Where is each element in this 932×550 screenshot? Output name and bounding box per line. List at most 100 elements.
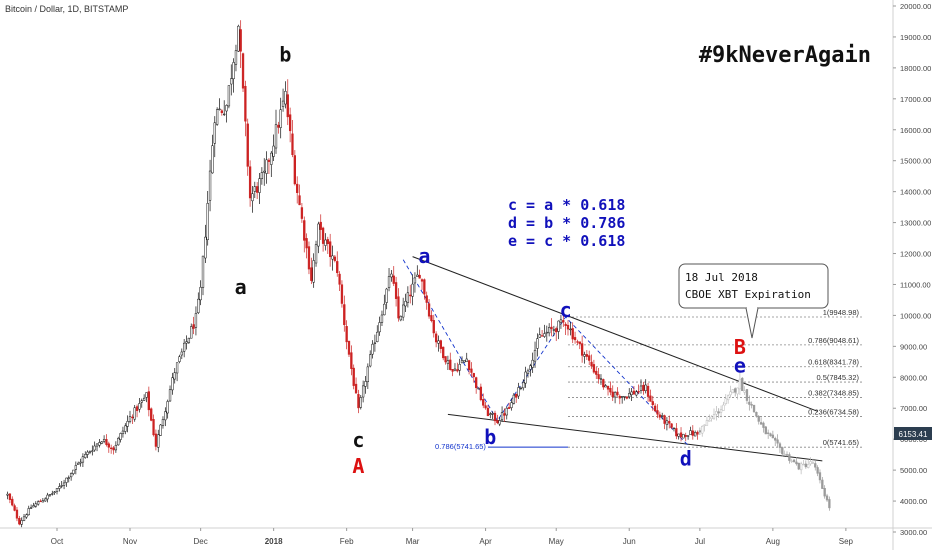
projection-candle-body: [816, 467, 819, 474]
candle-body: [312, 260, 315, 283]
candle-body: [618, 395, 621, 399]
candle-body: [183, 342, 186, 352]
candle-body: [121, 430, 125, 435]
candle-body: [378, 322, 381, 333]
y-tick-label: 15000.00: [900, 157, 931, 166]
wave-label-b: B: [734, 335, 746, 359]
candle-body: [234, 50, 238, 65]
projection-candle-body: [708, 419, 711, 422]
candle-body: [154, 433, 158, 447]
projection-candle-body: [724, 398, 727, 404]
wave-label-c: c: [352, 428, 364, 452]
candle-body: [475, 377, 478, 389]
candle-body: [171, 377, 174, 391]
candle-body: [564, 323, 567, 326]
wave-label-d: d: [680, 446, 692, 470]
candle-body: [613, 392, 617, 398]
candle-body: [77, 462, 80, 465]
wave-path: [402, 259, 689, 446]
candle-body: [263, 170, 266, 173]
candle-body: [6, 493, 9, 496]
candle-body: [79, 461, 82, 464]
candle-body: [180, 351, 183, 356]
candle-body: [665, 420, 669, 425]
candle-body: [194, 313, 198, 328]
x-tick-label: Jun: [623, 537, 636, 546]
candle-body: [658, 414, 661, 418]
candle-body: [126, 421, 129, 427]
candle-body: [357, 394, 360, 409]
candle-body: [661, 415, 664, 417]
candle-body: [677, 433, 680, 437]
y-tick-label: 3000.00: [900, 528, 927, 537]
candle-body: [81, 456, 85, 463]
candle-body: [364, 381, 367, 387]
y-tick-label: 9000.00: [900, 342, 927, 351]
candle-body: [260, 172, 264, 180]
candle-body: [74, 465, 77, 470]
projection-candle-body: [750, 404, 753, 406]
candle-body: [449, 359, 452, 370]
candle-body: [538, 334, 541, 338]
candle-body: [595, 370, 598, 375]
candle-body: [225, 105, 228, 112]
candle-body: [60, 485, 63, 487]
candle-body: [656, 410, 659, 415]
candle-body: [392, 275, 395, 284]
candle-body: [604, 385, 607, 388]
candle-body: [277, 124, 280, 128]
candle-body: [533, 349, 537, 362]
candle-body: [432, 320, 435, 334]
candle-body: [434, 333, 438, 343]
candle-body: [689, 430, 692, 435]
candle-body: [336, 261, 339, 274]
candle-body: [67, 477, 70, 479]
candle-body: [25, 514, 28, 518]
candle-body: [114, 445, 118, 451]
candle-body: [159, 424, 162, 436]
candle-body: [543, 333, 546, 337]
candle-body: [86, 451, 89, 455]
candle-body: [682, 434, 685, 439]
candle-body: [592, 364, 596, 373]
candle-body: [227, 85, 231, 107]
projection-candle-body: [719, 409, 723, 413]
last-price-label: 6153.41: [899, 430, 928, 439]
candle-body: [451, 369, 454, 372]
x-tick-label: Aug: [766, 537, 780, 546]
candle-body: [39, 500, 42, 503]
projection-candle-body: [795, 461, 798, 465]
y-tick-label: 18000.00: [900, 64, 931, 73]
projection-candle-body: [788, 454, 791, 461]
callout-line-2: CBOE XBT Expiration: [685, 288, 811, 301]
fib-label: 0(5741.65): [823, 438, 860, 447]
candle-body: [409, 294, 412, 297]
candle-body: [279, 109, 282, 128]
candle-body: [197, 298, 200, 313]
candle-body: [411, 283, 414, 297]
candle-body: [491, 413, 494, 415]
candle-body: [651, 401, 654, 405]
projection-candle-body: [736, 387, 739, 395]
candle-body: [576, 341, 579, 343]
candle-body: [65, 477, 68, 483]
candle-body: [437, 340, 440, 344]
projection-candle-body: [814, 463, 817, 468]
projection-candle-body: [771, 434, 775, 439]
candle-body: [147, 391, 150, 411]
x-tick-label: Feb: [340, 537, 354, 546]
x-axis-ticks: Oct Nov Dec 2018 Feb Mar Apr May Jun Jul Aug Sep: [51, 528, 854, 546]
candle-body: [423, 279, 426, 295]
candle-body: [562, 320, 565, 323]
projection-candle-body: [705, 420, 709, 426]
candle-body: [446, 360, 450, 364]
projection-candle-body: [792, 459, 796, 463]
candle-body: [72, 469, 75, 474]
candle-body: [307, 246, 311, 270]
candle-body: [390, 273, 393, 278]
candle-body: [187, 337, 191, 343]
projection-candle-body: [797, 462, 800, 470]
candle-body: [571, 328, 574, 340]
candle-body: [62, 482, 66, 486]
candle-body: [340, 284, 344, 304]
